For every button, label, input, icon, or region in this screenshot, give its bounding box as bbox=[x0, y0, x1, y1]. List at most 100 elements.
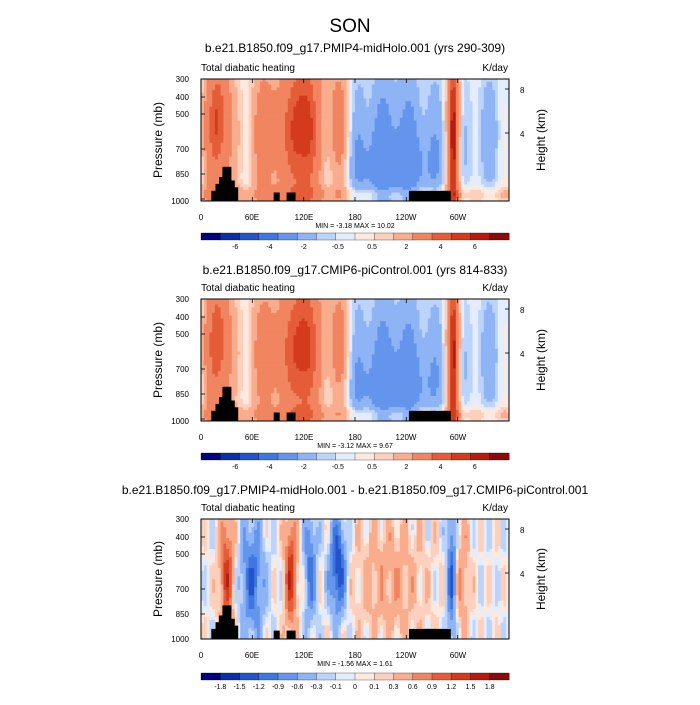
heat-cell bbox=[464, 140, 467, 143]
heat-cell bbox=[327, 129, 330, 132]
heat-cell bbox=[209, 90, 212, 93]
heat-cell bbox=[302, 171, 305, 174]
heat-cell bbox=[293, 154, 296, 157]
heat-cell bbox=[209, 173, 212, 176]
heat-cell bbox=[445, 179, 448, 182]
heat-cell bbox=[450, 118, 453, 121]
heat-cell bbox=[403, 179, 406, 182]
heat-cell bbox=[237, 112, 240, 115]
heat-cell bbox=[470, 179, 473, 182]
heat-cell bbox=[450, 126, 453, 129]
heat-cell bbox=[310, 107, 313, 110]
heat-cell bbox=[268, 193, 271, 196]
heat-cell bbox=[246, 134, 249, 137]
heat-cell bbox=[249, 195, 252, 198]
heat-cell bbox=[232, 104, 235, 107]
heat-cell bbox=[296, 165, 299, 168]
heat-cell bbox=[456, 151, 459, 154]
heat-cell bbox=[246, 162, 249, 165]
heat-cell bbox=[265, 143, 268, 146]
heat-cell bbox=[243, 110, 246, 113]
heat-cell bbox=[394, 143, 397, 146]
heat-cell bbox=[442, 159, 445, 162]
heat-cell bbox=[232, 132, 235, 135]
heat-cell bbox=[341, 82, 344, 85]
heat-cell bbox=[268, 187, 271, 190]
heat-cell bbox=[501, 132, 504, 135]
heat-cell bbox=[349, 154, 352, 157]
heat-cell bbox=[319, 101, 322, 104]
heat-cell bbox=[316, 112, 319, 115]
heat-cell bbox=[363, 159, 366, 162]
heat-cell bbox=[473, 162, 476, 165]
heat-cell bbox=[254, 85, 257, 88]
heat-cell bbox=[473, 107, 476, 110]
heat-cell bbox=[389, 176, 392, 179]
heat-cell bbox=[445, 176, 448, 179]
heat-cell bbox=[316, 96, 319, 99]
heat-cell bbox=[377, 90, 380, 93]
heat-cell bbox=[327, 190, 330, 193]
heat-cell bbox=[445, 107, 448, 110]
heat-cell bbox=[293, 101, 296, 104]
heat-cell bbox=[369, 87, 372, 90]
heat-cell bbox=[235, 112, 238, 115]
heat-cell bbox=[380, 121, 383, 124]
heat-cell bbox=[305, 118, 308, 121]
heat-cell bbox=[375, 162, 378, 165]
heat-cell bbox=[347, 112, 350, 115]
heat-cell bbox=[223, 82, 226, 85]
heat-cell bbox=[405, 140, 408, 143]
heat-cell bbox=[279, 159, 282, 162]
heat-cell bbox=[383, 104, 386, 107]
heat-cell bbox=[419, 104, 422, 107]
heat-cell bbox=[204, 151, 207, 154]
heat-cell bbox=[363, 90, 366, 93]
heat-cell bbox=[366, 126, 369, 129]
heat-cell bbox=[288, 110, 291, 113]
heat-cell bbox=[372, 159, 375, 162]
heat-cell bbox=[358, 184, 361, 187]
heat-cell bbox=[288, 112, 291, 115]
heat-cell bbox=[492, 137, 495, 140]
heat-cell bbox=[347, 190, 350, 193]
heat-cell bbox=[291, 173, 294, 176]
heat-cell bbox=[400, 90, 403, 93]
heat-cell bbox=[251, 134, 254, 137]
heat-cell bbox=[484, 179, 487, 182]
heat-cell bbox=[246, 148, 249, 151]
heat-cell bbox=[405, 98, 408, 101]
heat-cell bbox=[445, 184, 448, 187]
colorbar-label: 0.5 bbox=[367, 244, 377, 251]
heat-cell bbox=[341, 168, 344, 171]
heat-cell bbox=[341, 176, 344, 179]
heat-cell bbox=[310, 165, 313, 168]
heat-cell bbox=[226, 121, 229, 124]
heat-cell bbox=[375, 190, 378, 193]
heat-cell bbox=[422, 87, 425, 90]
heat-cell bbox=[453, 154, 456, 157]
heat-cell bbox=[232, 110, 235, 113]
heat-cell bbox=[456, 107, 459, 110]
heat-cell bbox=[271, 118, 274, 121]
heat-cell bbox=[464, 112, 467, 115]
heat-cell bbox=[417, 82, 420, 85]
heat-cell bbox=[369, 126, 372, 129]
heat-cell bbox=[324, 134, 327, 137]
heat-cell bbox=[333, 90, 336, 93]
heat-cell bbox=[212, 123, 215, 126]
heat-cell bbox=[386, 129, 389, 132]
heat-cell bbox=[417, 112, 420, 115]
heat-cell bbox=[358, 137, 361, 140]
heat-cell bbox=[338, 171, 341, 174]
heat-cell bbox=[321, 104, 324, 107]
heat-cell bbox=[377, 173, 380, 176]
heat-cell bbox=[411, 93, 414, 96]
panel-1-ytick-400: 400 bbox=[176, 93, 190, 102]
heat-cell bbox=[352, 121, 355, 124]
heat-cell bbox=[470, 90, 473, 93]
heat-cell bbox=[447, 85, 450, 88]
heat-cell bbox=[307, 171, 310, 174]
heat-cell bbox=[358, 157, 361, 160]
heat-cell bbox=[293, 110, 296, 113]
